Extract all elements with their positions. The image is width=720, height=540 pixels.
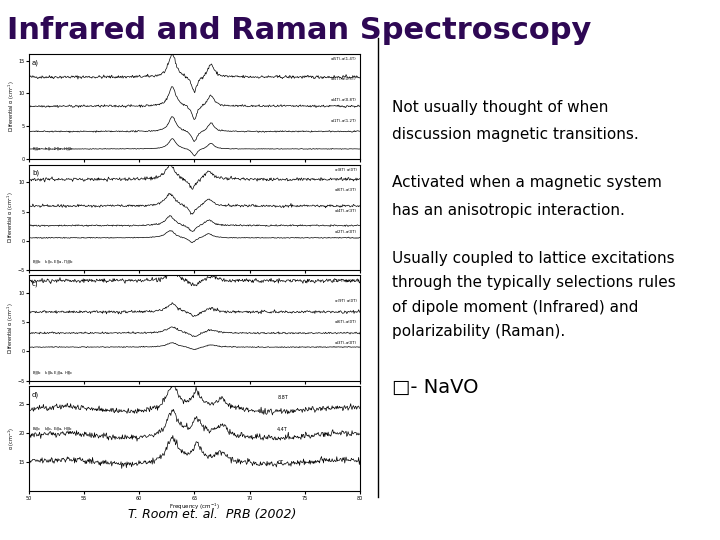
Text: α(2T)-α(0T): α(2T)-α(0T) bbox=[335, 230, 356, 234]
Text: α(9T) α(0T): α(9T) α(0T) bbox=[335, 299, 356, 302]
Text: α(3T)-α(0T): α(3T)-α(0T) bbox=[335, 341, 356, 345]
Text: T. Room et. al.  PRB (2002): T. Room et. al. PRB (2002) bbox=[128, 508, 297, 521]
Text: Activated when a magnetic system: Activated when a magnetic system bbox=[392, 176, 662, 191]
Text: 8.8T: 8.8T bbox=[277, 395, 288, 400]
Text: Infrared and Raman Spectroscopy: Infrared and Raman Spectroscopy bbox=[7, 16, 592, 45]
Text: α(5T)-α(0.5T): α(5T)-α(0.5T) bbox=[331, 77, 356, 81]
Text: B$_j$$\|$b    k$\|$c, E$_i$$\|$a, $\Pi$$_j$$\|$b: B$_j$$\|$b k$\|$c, E$_i$$\|$a, $\Pi$$_j$… bbox=[32, 258, 74, 267]
Text: α(4T)-α(0.8T): α(4T)-α(0.8T) bbox=[330, 98, 356, 102]
Y-axis label: Differential α (cm$^{-1}$): Differential α (cm$^{-1}$) bbox=[6, 192, 16, 243]
Text: 4.4T: 4.4T bbox=[277, 427, 288, 433]
Text: α(17T)-α(0T): α(17T)-α(0T) bbox=[332, 279, 356, 282]
Text: 0T: 0T bbox=[277, 460, 284, 465]
Text: □- NaVO: □- NaVO bbox=[392, 378, 479, 397]
Text: α(8T) α(0T): α(8T) α(0T) bbox=[335, 168, 356, 172]
Text: Usually coupled to lattice excitations: Usually coupled to lattice excitations bbox=[392, 251, 675, 266]
Text: α(1T)-α(1.2T): α(1T)-α(1.2T) bbox=[330, 119, 356, 123]
Text: through the typically selections rules: through the typically selections rules bbox=[392, 275, 676, 291]
Text: polarizability (Raman).: polarizability (Raman). bbox=[392, 324, 566, 339]
Text: has an anisotropic interaction.: has an anisotropic interaction. bbox=[392, 202, 625, 218]
Text: α(5T)-α(1.4T): α(5T)-α(1.4T) bbox=[331, 57, 356, 61]
Text: B$_i$$\|$c    k$\|$c, E$_i$$\|$a, H$\|$b: B$_i$$\|$c k$\|$c, E$_i$$\|$a, H$\|$b bbox=[32, 426, 73, 434]
Text: discussion magnetic transitions.: discussion magnetic transitions. bbox=[392, 127, 639, 142]
Y-axis label: Differential α (cm$^{-1}$): Differential α (cm$^{-1}$) bbox=[6, 81, 17, 132]
Text: α(6T)-α(0T): α(6T)-α(0T) bbox=[335, 320, 356, 323]
Text: Not usually thought of when: Not usually thought of when bbox=[392, 100, 609, 115]
Text: B$_j$$\|$a    k$\|$c, E$_i$$\|$a, H$_j$$\|$b: B$_j$$\|$a k$\|$c, E$_i$$\|$a, H$_j$$\|$… bbox=[32, 145, 73, 154]
Text: c): c) bbox=[32, 281, 39, 287]
Y-axis label: α (cm$^{-1}$): α (cm$^{-1}$) bbox=[6, 427, 17, 450]
Text: d): d) bbox=[32, 392, 39, 398]
Text: a): a) bbox=[32, 59, 39, 66]
Text: α(4T)-α(3T): α(4T)-α(3T) bbox=[335, 209, 356, 213]
X-axis label: Frequency (cm$^{-1}$): Frequency (cm$^{-1}$) bbox=[169, 502, 220, 512]
Text: B$_j$$\|$b    k$\|$b, E$_j$$\|$a, H$_j$$\|$c: B$_j$$\|$b k$\|$b, E$_j$$\|$a, H$_j$$\|$… bbox=[32, 369, 74, 377]
Text: b): b) bbox=[32, 170, 39, 177]
Text: α(6T)-α(3T): α(6T)-α(3T) bbox=[335, 188, 356, 192]
Text: of dipole moment (Infrared) and: of dipole moment (Infrared) and bbox=[392, 300, 639, 315]
Y-axis label: Differential α (cm$^{-1}$): Differential α (cm$^{-1}$) bbox=[6, 302, 16, 354]
